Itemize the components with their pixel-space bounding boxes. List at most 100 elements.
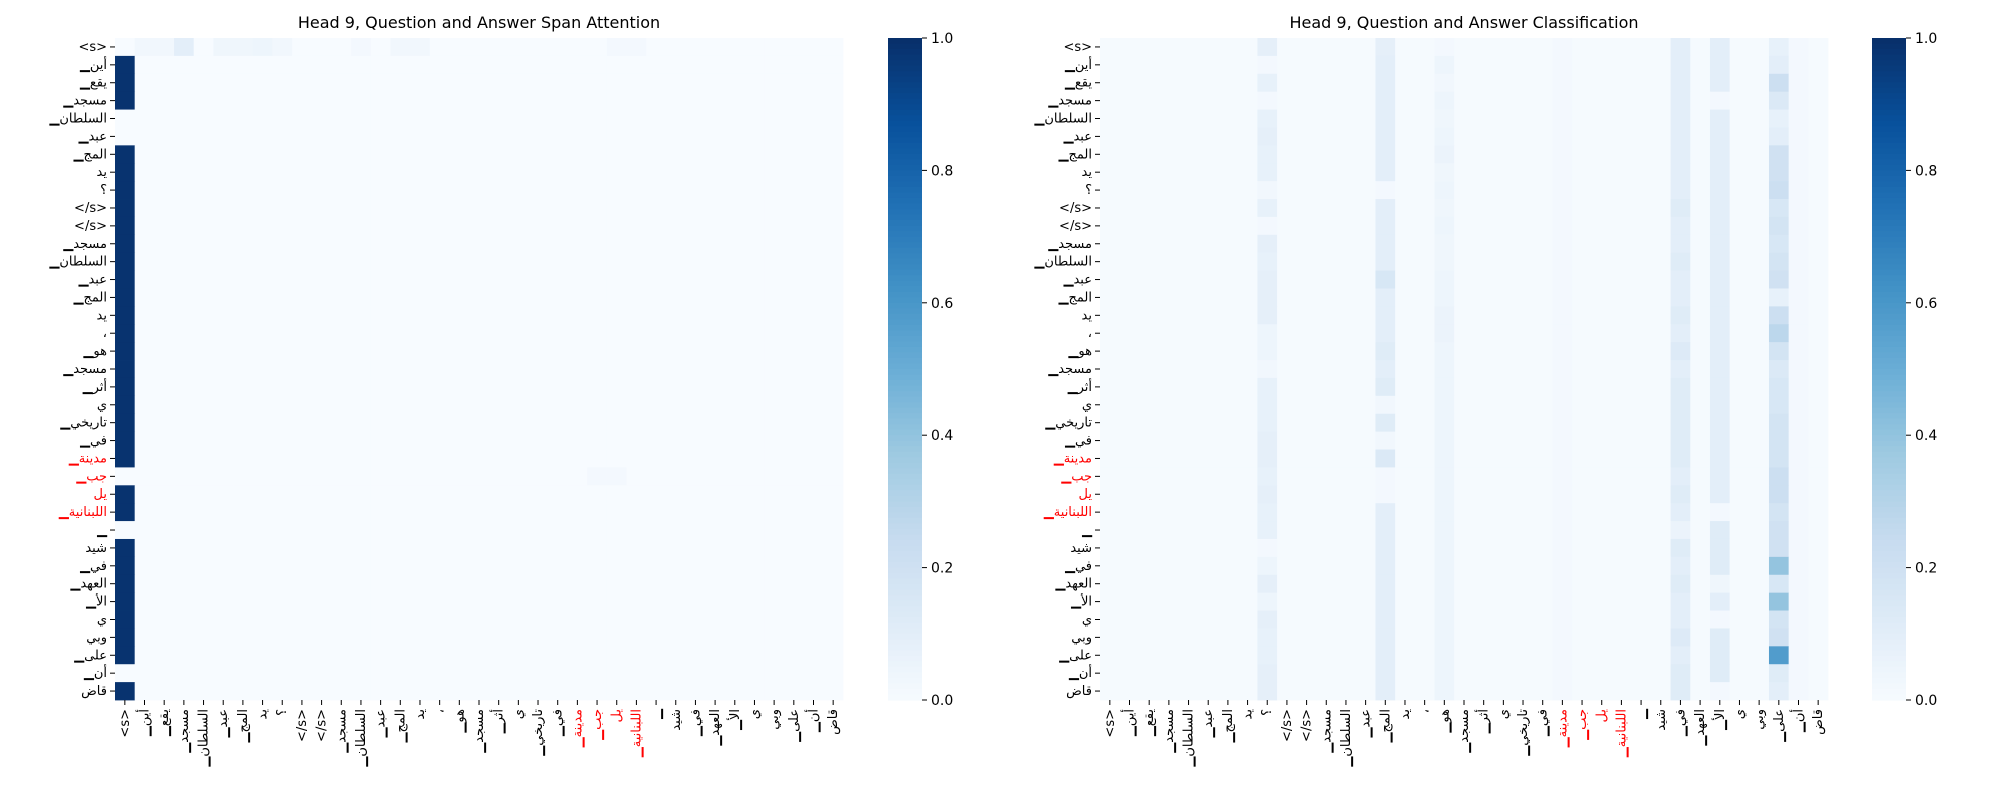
heatmap-cell [1493,270,1514,289]
heatmap-cell [429,556,450,576]
colorbar-segment [888,617,922,624]
colorbar-segment [1872,65,1906,72]
heatmap-cell [587,252,608,271]
heatmap-cell [1591,413,1612,433]
x-tick-label: ▁اللبنانية [1614,709,1629,758]
heatmap-cell [272,252,293,271]
heatmap-cell [1513,449,1534,468]
heatmap-cell [311,145,332,164]
heatmap-cell [1198,538,1219,558]
heatmap-cell [567,574,588,594]
colorbar-segment [888,65,922,72]
heatmap-cell [292,163,313,182]
colorbar-segment [888,584,922,591]
heatmap-cell [1532,306,1553,325]
x-tick-label: ▁السلطان [354,709,369,768]
heatmap-cell [410,324,431,343]
heatmap-cell [1100,467,1121,486]
heatmap-cell [1552,521,1573,540]
heatmap-cell [823,163,844,182]
heatmap-cell [567,485,588,504]
colorbar-segment [888,98,922,105]
heatmap-cell [370,610,391,629]
heatmap-cell [449,252,470,271]
y-tick-label: ؟ [100,183,107,198]
heatmap-cell [1178,234,1199,254]
heatmap-cell [1729,91,1750,110]
heatmap-cell [410,199,431,218]
heatmap-cell [626,556,647,576]
heatmap-cell [1395,234,1416,254]
heatmap-cell [803,413,824,433]
heatmap-cell [1375,91,1396,110]
heatmap-cell [1690,216,1711,236]
heatmap-cell [1749,664,1770,683]
heatmap-cell [1690,73,1711,93]
heatmap-cell [1159,592,1180,611]
heatmap-cell [292,252,313,271]
colorbar-segment [888,346,922,354]
heatmap-cell [1454,503,1475,522]
heatmap-cell [370,628,391,647]
colorbar-segment [888,181,922,188]
heatmap-cell [1336,306,1357,325]
heatmap-cell [213,574,234,594]
heatmap-cell [1296,592,1317,611]
colorbar-segment [888,528,922,536]
heatmap-cell [1631,306,1652,325]
heatmap-cell [646,360,667,379]
heatmap-cell [1218,664,1239,683]
heatmap-cell [1591,252,1612,271]
heatmap-cell [1591,324,1612,343]
heatmap-cell [193,377,214,397]
colorbar-segment [1872,600,1906,607]
heatmap-cell [1631,377,1652,397]
heatmap-cell [567,234,588,254]
colorbar-segment [888,209,922,216]
heatmap-cell [803,234,824,254]
heatmap-cell [1178,485,1199,504]
heatmap-cell [488,342,509,361]
heatmap-cell [1690,163,1711,182]
heatmap-cell [705,395,726,415]
heatmap-cell [1375,538,1396,558]
heatmap-cell [1690,395,1711,415]
heatmap-cell [1100,216,1121,236]
heatmap-cell [233,413,254,433]
heatmap-cell [488,556,509,576]
heatmap-cell [1631,145,1652,164]
y-tick-label: ▁مسجد [1047,237,1092,252]
heatmap-cell [1513,127,1534,146]
heatmap-cell [193,646,214,665]
heatmap-cell [134,485,155,504]
heatmap-cell [390,73,411,93]
heatmap-cell [626,664,647,683]
heatmap-cell [1591,664,1612,683]
y-tick-label: ▁أن [1068,664,1092,681]
heatmap-cell [1473,163,1494,182]
heatmap-cell [233,646,254,665]
heatmap-cell [1808,109,1829,128]
heatmap-cell [1159,145,1180,164]
heatmap-cell [1473,628,1494,647]
heatmap-cell [1296,55,1317,75]
heatmap-cell [193,55,214,75]
heatmap-cell [1198,288,1219,307]
heatmap-cell [1336,467,1357,486]
heatmap-cell [1709,270,1731,289]
heatmap-cell [665,395,686,415]
colorbar-segment [888,639,922,646]
heatmap-cell [705,521,726,540]
heatmap-cell [764,377,785,397]
heatmap-cell [469,181,490,200]
heatmap-cell [1513,467,1534,486]
heatmap-cell [508,574,529,594]
heatmap-cell [823,449,844,468]
heatmap-cell [1336,413,1357,433]
heatmap-cell [410,664,431,683]
heatmap-cell [449,574,470,594]
heatmap-cell [744,288,765,307]
heatmap-cell [351,592,372,611]
heatmap-cell [469,646,490,665]
heatmap-cell [626,73,647,93]
